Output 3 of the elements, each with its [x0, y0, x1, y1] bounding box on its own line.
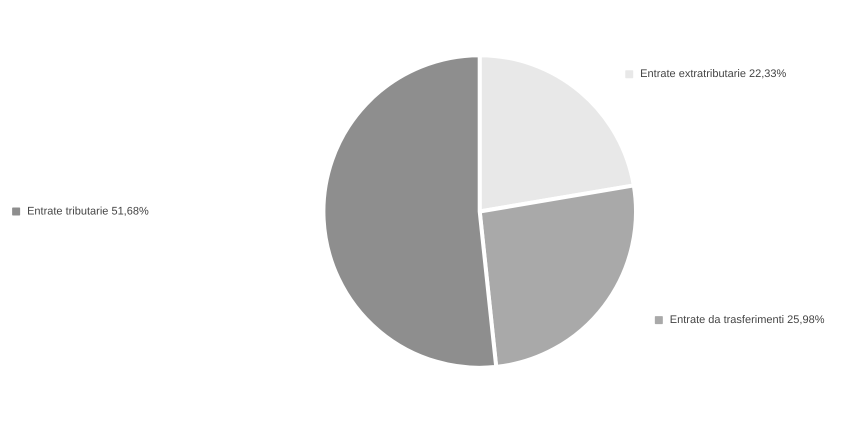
legend-label: Entrate extratributarie 22,33%	[640, 68, 787, 80]
legend-label: Entrate da trasferimenti 25,98%	[670, 314, 825, 326]
legend-label: Entrate tributarie 51,68%	[27, 206, 149, 218]
